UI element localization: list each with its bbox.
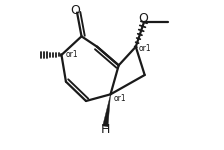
- Polygon shape: [103, 94, 110, 127]
- Text: or1: or1: [114, 94, 126, 103]
- Text: H: H: [101, 123, 110, 136]
- Text: O: O: [70, 4, 80, 17]
- Text: or1: or1: [138, 45, 151, 54]
- Text: O: O: [138, 12, 148, 25]
- Text: or1: or1: [65, 50, 78, 59]
